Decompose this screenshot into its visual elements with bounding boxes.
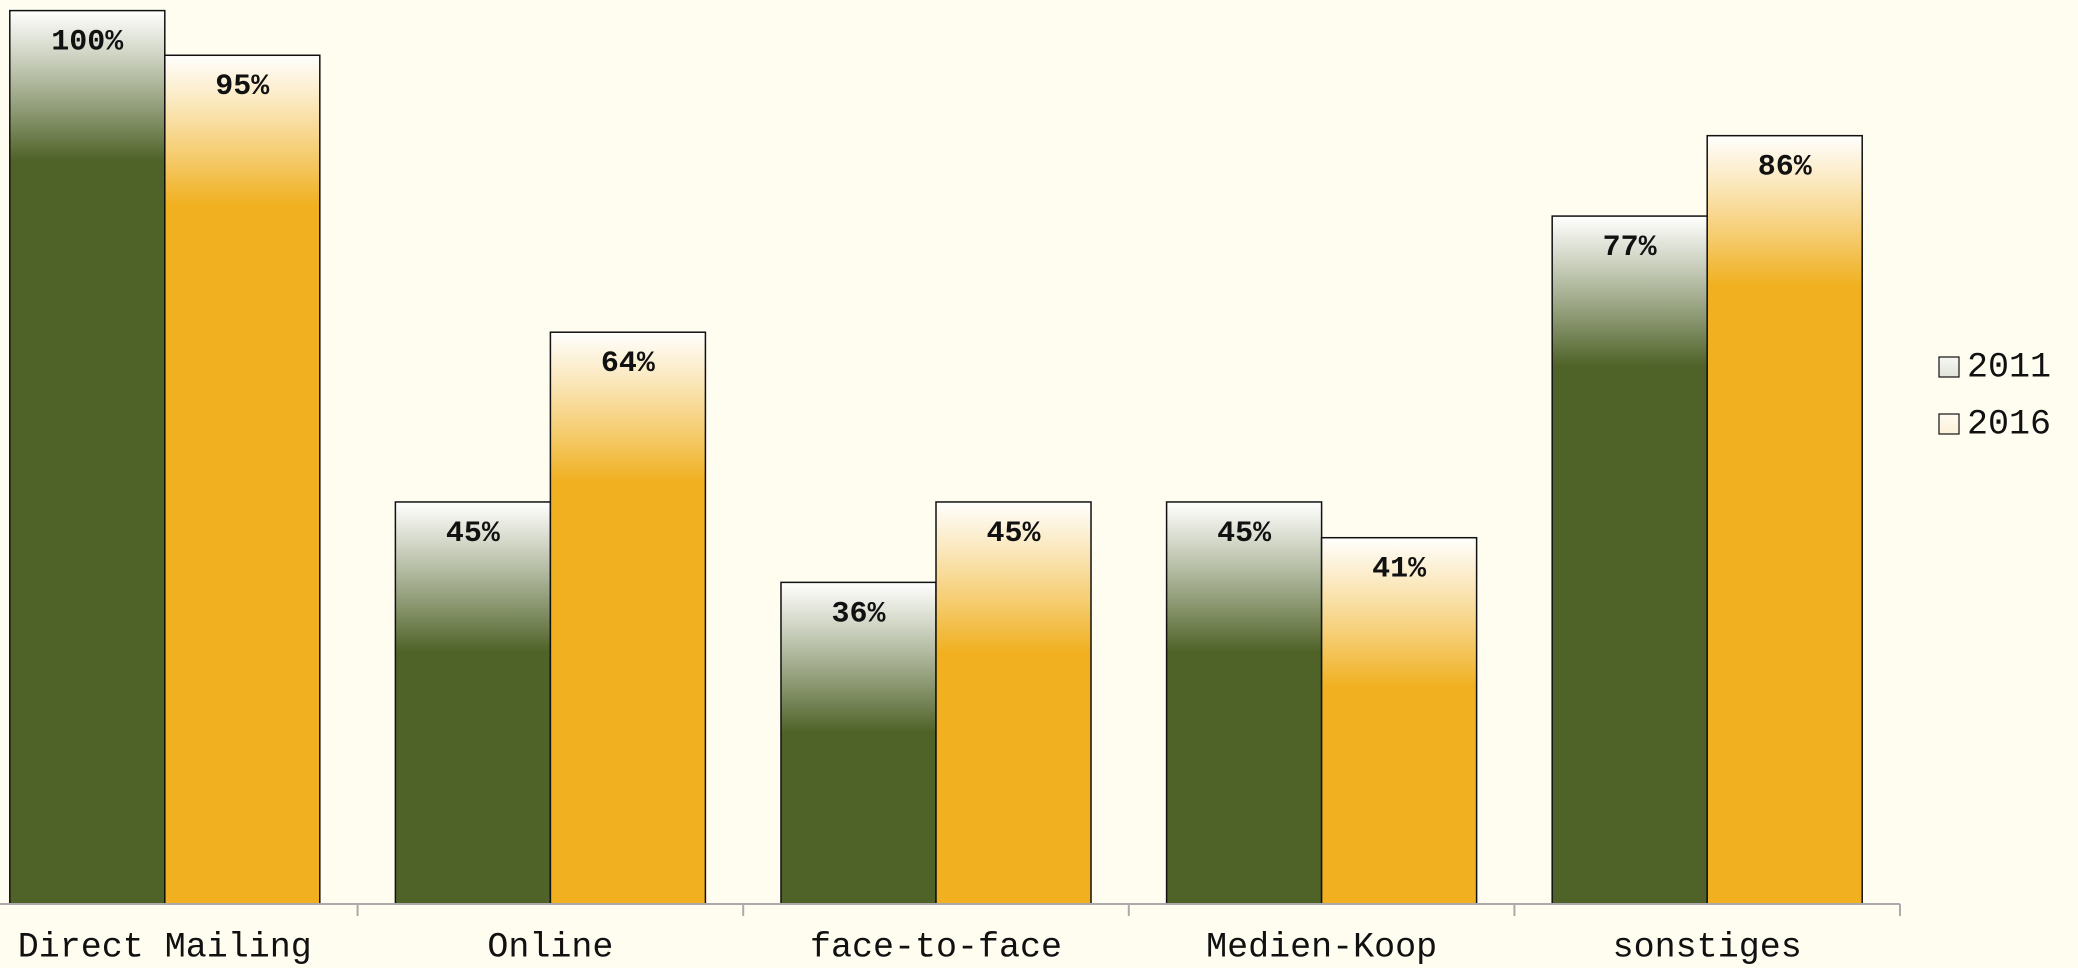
bar [1320, 536, 1478, 905]
bar [1706, 134, 1863, 905]
bar [780, 581, 937, 905]
value-label: 45% [446, 517, 501, 551]
value-label: 45% [1217, 517, 1272, 551]
legend-label: 2016 [1967, 404, 2051, 444]
bar [549, 331, 707, 905]
bar [9, 9, 166, 905]
value-label: 36% [831, 597, 886, 631]
value-label: 45% [986, 517, 1041, 551]
value-label: 100% [51, 26, 124, 60]
legend-swatch [1938, 413, 1960, 435]
x-tick-label: face-to-face [810, 927, 1062, 967]
value-label: 64% [601, 347, 656, 381]
bar [1165, 501, 1323, 905]
bar [935, 501, 1092, 905]
x-tick-label: sonstiges [1613, 927, 1802, 967]
x-tick-label: Online [487, 927, 613, 967]
x-tick-label: Medien-Koop [1206, 927, 1437, 967]
bar [394, 501, 552, 905]
value-label: 41% [1372, 553, 1427, 587]
bar [164, 54, 321, 905]
value-label: 77% [1603, 231, 1658, 265]
value-label: 86% [1758, 151, 1813, 185]
value-label: 95% [215, 70, 270, 104]
x-tick-label: Direct Mailing [18, 927, 312, 967]
legend-swatch [1938, 356, 1960, 378]
bar [1551, 215, 1708, 905]
legend-label: 2011 [1967, 347, 2051, 387]
